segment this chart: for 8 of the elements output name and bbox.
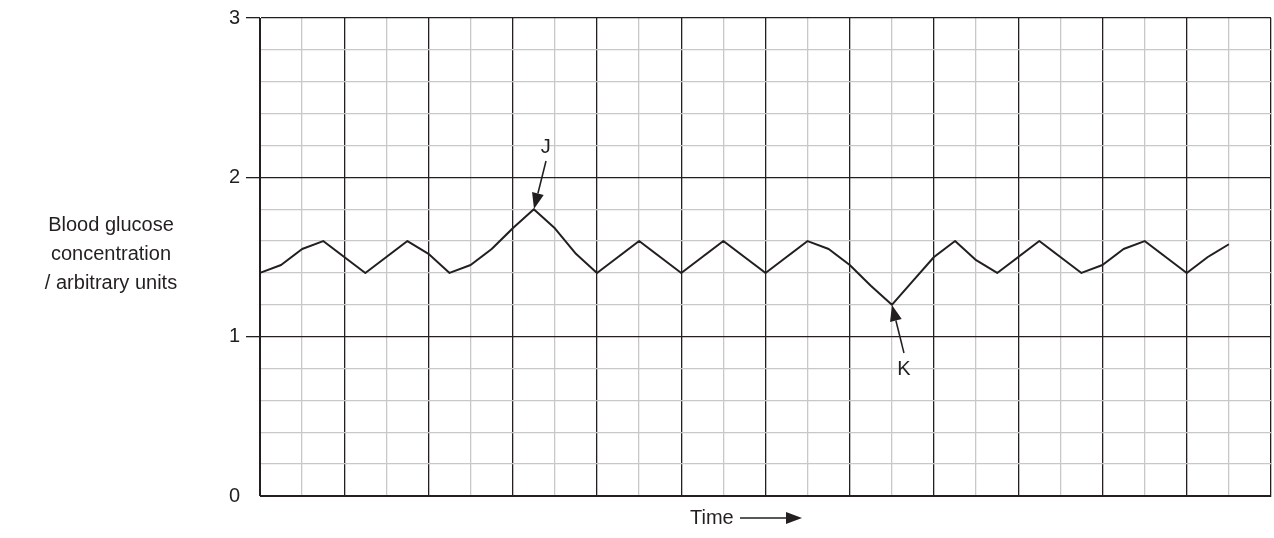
y-tick-label: 0	[228, 483, 240, 506]
y-tick-label: 3	[228, 5, 240, 28]
x-axis-title: Time	[690, 506, 734, 529]
y-axis-title: Blood glucose concentration / arbitrary units	[43, 212, 179, 295]
y-tick-label: 1	[228, 324, 240, 347]
annotation: K	[897, 356, 911, 379]
y-tick-label: 2	[228, 164, 240, 187]
annotation: J	[540, 135, 551, 158]
